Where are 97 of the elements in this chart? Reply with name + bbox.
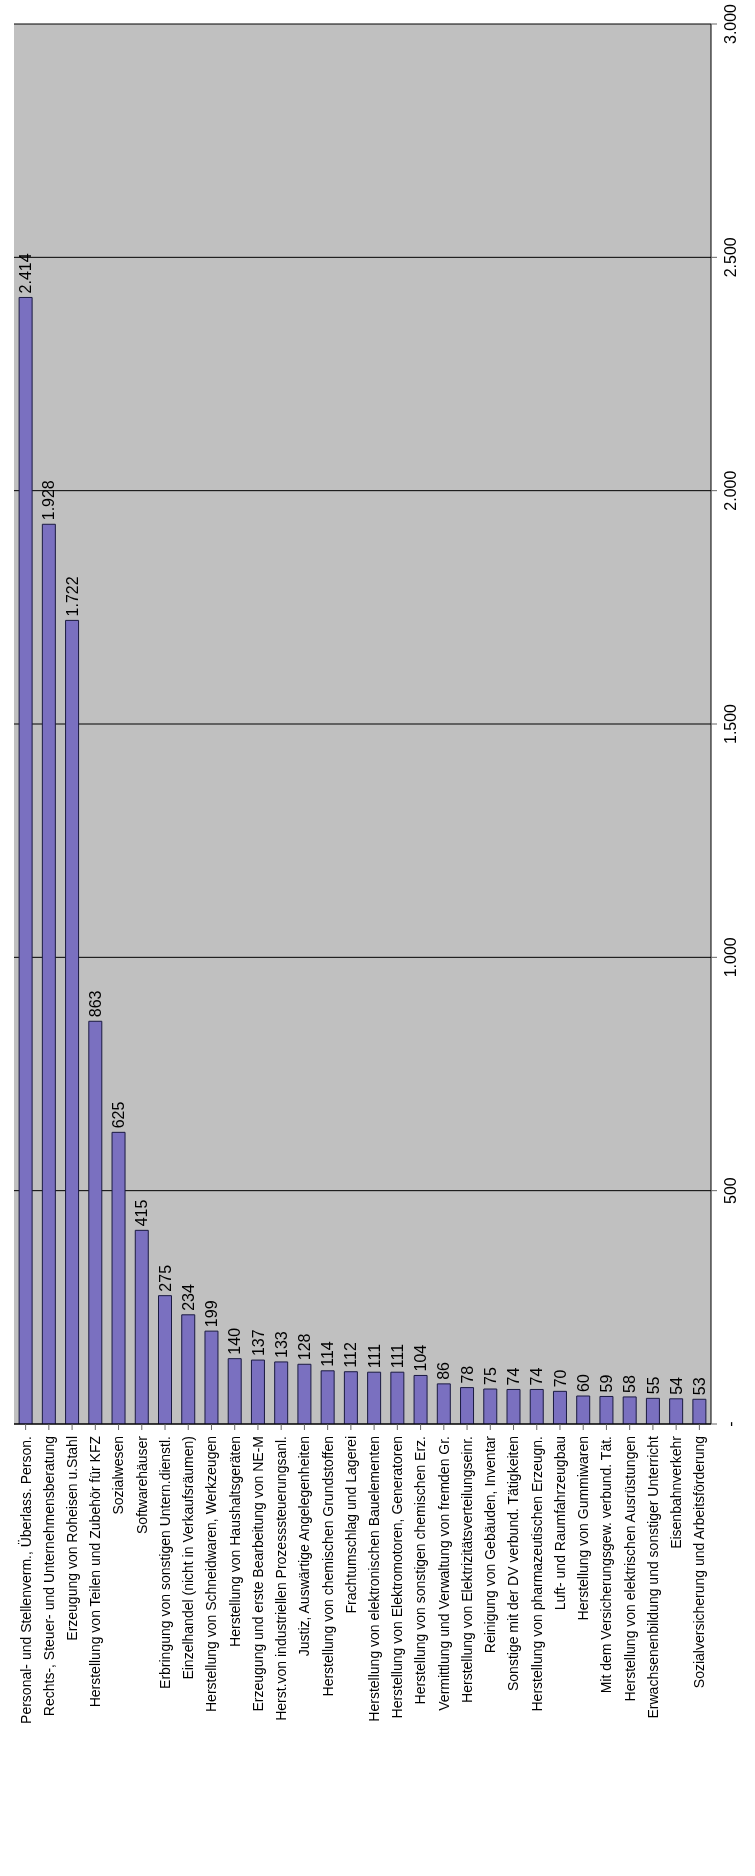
x-tick-label: Erbringung von sonstigen Untern.dienstl. — [156, 1436, 173, 1689]
y-tick-label: 2.000 — [721, 470, 739, 511]
data-label: 625 — [110, 1101, 128, 1129]
bar — [599, 1395, 614, 1424]
x-tick-label: Herstellung von pharmazeutischen Erzeugn. — [528, 1436, 545, 1712]
data-label: 58 — [621, 1375, 639, 1393]
bar — [274, 1361, 289, 1424]
data-label: 128 — [296, 1333, 314, 1361]
bar — [692, 1398, 707, 1424]
x-tick-label: Herstellung von Elektrizitätsverteilungseinr. — [458, 1436, 475, 1703]
x-tick-label: Herst.von industriellen Prozesssteuerungsanl. — [273, 1436, 290, 1721]
x-tick-label: Sonstige mit der DV verbund. Tätigkeiten — [505, 1436, 522, 1691]
data-label: 104 — [412, 1344, 430, 1372]
bar — [111, 1131, 126, 1424]
data-label: 70 — [551, 1369, 569, 1388]
data-label: 74 — [505, 1367, 523, 1386]
data-label: 137 — [249, 1329, 267, 1357]
x-tick-label: Herstellung von Teilen und Zubehör für KFZ — [87, 1435, 104, 1708]
data-label: 75 — [481, 1367, 499, 1385]
data-label: 275 — [156, 1264, 174, 1292]
data-label: 133 — [272, 1331, 290, 1358]
bar — [204, 1330, 219, 1424]
bar — [343, 1371, 358, 1424]
data-label: 55 — [644, 1376, 662, 1395]
bar — [622, 1396, 637, 1424]
x-tick-label: Herstellung von Gummiwaren — [575, 1436, 592, 1621]
bar — [390, 1371, 405, 1424]
data-label: 60 — [574, 1374, 592, 1392]
y-tick-label: 500 — [721, 1177, 739, 1205]
x-tick-label: Rechts-, Steuer- und Unternehmensberatung — [40, 1436, 57, 1717]
data-label: 74 — [528, 1367, 546, 1386]
bar — [297, 1363, 312, 1424]
x-tick-label: Erwachsenenbildung und sonstiger Unterricht — [644, 1435, 661, 1719]
x-tick-label: Herstellung von chemischen Grundstoffen — [319, 1436, 336, 1697]
bar — [413, 1374, 428, 1424]
bar — [134, 1229, 149, 1424]
x-tick-label: Erzeugung und erste Bearbeitung von NE-M — [249, 1436, 266, 1712]
data-label: 2.414 — [17, 253, 35, 294]
x-tick-label: Frachtumschlag und Lagerei — [342, 1436, 359, 1614]
bar — [483, 1388, 498, 1424]
bar — [158, 1295, 173, 1424]
data-label: 54 — [667, 1376, 685, 1395]
bar — [552, 1390, 567, 1424]
data-label: 1.928 — [40, 480, 58, 521]
bar — [181, 1314, 196, 1424]
data-label: 111 — [365, 1343, 383, 1369]
x-tick-label: Eisenbahnverkehr — [668, 1435, 685, 1549]
data-label: 234 — [179, 1284, 197, 1311]
x-tick-label: Vermittlung und Verwaltung von fremden Gr. — [435, 1436, 452, 1711]
x-tick-label: Reinigung von Gebäuden, Inventar — [482, 1435, 499, 1654]
data-label: 53 — [690, 1377, 708, 1396]
x-tick-label: Mit dem Versicherungsgew. verbund. Tät. — [598, 1436, 615, 1694]
bar — [88, 1020, 103, 1424]
data-label: 111 — [388, 1343, 406, 1369]
x-tick-label: Sozialwesen — [110, 1436, 127, 1515]
data-label: 59 — [598, 1374, 616, 1393]
bar — [320, 1370, 335, 1424]
y-tick-label: 3.000 — [721, 3, 739, 45]
x-tick-label: Personal- und Stellenverm., Überlass. Person. — [16, 1436, 34, 1724]
bar — [576, 1395, 591, 1424]
bar — [645, 1397, 660, 1424]
x-tick-label: Herstellung von sonstigen chemischen Erz. — [412, 1436, 429, 1705]
bar — [436, 1383, 451, 1424]
x-tick-label: Softwarehäuser — [133, 1435, 150, 1535]
bar — [529, 1388, 544, 1424]
bar — [367, 1371, 382, 1424]
y-tick-label: 1.000 — [721, 937, 739, 978]
y-tick-label: 1.500 — [721, 703, 739, 745]
y-tick-label: - — [721, 1421, 739, 1427]
data-label: 415 — [133, 1199, 151, 1227]
bar — [669, 1398, 684, 1424]
x-tick-label: Einzelhandel (nicht in Verkaufsräumen) — [180, 1436, 197, 1680]
x-tick-label: Herstellung von Schneidwaren, Werkzeugen — [203, 1436, 220, 1713]
bar — [65, 619, 80, 1424]
x-tick-label: Justiz, Auswärtige Angelegenheiten — [296, 1436, 313, 1657]
x-tick-label: Herstellung von elektronischen Bauelementen — [366, 1436, 383, 1722]
bar — [41, 523, 56, 1424]
x-tick-label: Herstellung von elektrischen Ausrüstungen — [621, 1436, 638, 1702]
data-label: 1.722 — [63, 576, 81, 617]
x-tick-label: Sozialversicherung und Arbeitsförderung — [691, 1436, 708, 1689]
y-tick-label: 2.500 — [721, 237, 739, 278]
data-label: 863 — [86, 990, 104, 1018]
bar — [250, 1359, 265, 1424]
x-tick-label: Erzeugung von Roheisen u.Stahl — [63, 1436, 80, 1641]
data-label: 86 — [435, 1361, 453, 1380]
data-label: 112 — [342, 1342, 360, 1368]
bar — [506, 1388, 521, 1424]
data-label: 140 — [226, 1327, 244, 1355]
x-tick-label: Herstellung von Haushaltsgeräten — [226, 1436, 243, 1647]
bar — [18, 296, 33, 1424]
bar — [227, 1358, 242, 1424]
data-label: 114 — [319, 1341, 337, 1367]
x-tick-label: Herstellung von Elektromotoren, Generatoren — [389, 1436, 406, 1719]
bar — [460, 1387, 475, 1424]
x-tick-label: Luft- und Raumfahrzeugbau — [551, 1436, 568, 1611]
data-label: 199 — [203, 1300, 221, 1328]
data-label: 78 — [458, 1365, 476, 1384]
